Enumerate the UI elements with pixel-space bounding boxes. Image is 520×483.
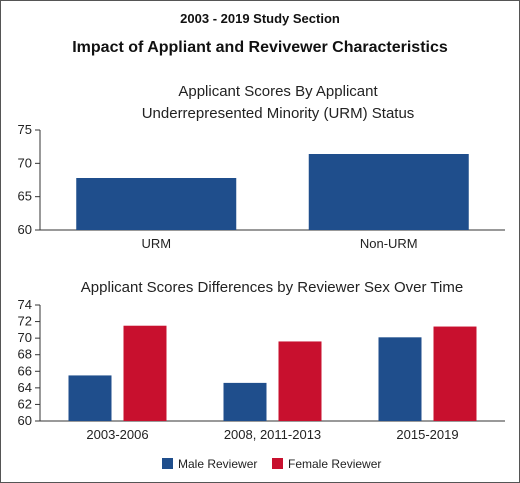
chart1-y-tick-label: 60: [18, 222, 32, 237]
chart2-bar-female: [278, 341, 322, 421]
chart2-bar-female: [433, 326, 477, 421]
legend-female-reviewer-label: Female Reviewer: [288, 457, 381, 471]
chart2-title: Applicant Scores Differences by Reviewer…: [81, 279, 463, 296]
chart2-y-tick-label: 66: [18, 363, 32, 378]
chart2-y-tick-label: 64: [18, 380, 32, 395]
chart2-category-label: 2015-2019: [396, 427, 458, 442]
chart1-bar-non-urm: [308, 154, 469, 230]
chart1-bar-urm: [76, 178, 237, 230]
figure-supertitle: 2003 - 2019 Study Section: [180, 11, 340, 26]
chart2-category-label: 2003-2006: [86, 427, 148, 442]
chart1-category-label: URM: [141, 236, 171, 251]
legend-male-reviewer-label: Male Reviewer: [178, 457, 257, 471]
chart2-legend: Male Reviewer Female Reviewer: [162, 457, 381, 471]
chart2-bar-male: [378, 337, 422, 421]
chart1-title-line-2: Underrepresented Minority (URM) Status: [142, 105, 415, 122]
legend-female-reviewer-swatch: [272, 458, 283, 469]
chart2-y-tick-label: 72: [18, 314, 32, 329]
chart1-title-line-1: Applicant Scores By Applicant: [178, 83, 378, 100]
chart2-category-label: 2008, 2011-2013: [224, 427, 321, 442]
figure-title: Impact of Appliant and Revivewer Charact…: [72, 39, 448, 56]
chart2-y-tick-label: 60: [18, 413, 32, 428]
chart1-y-tick-label: 70: [18, 155, 32, 170]
chart2-bar-female: [123, 325, 167, 421]
chart1-y-tick-label: 65: [18, 189, 32, 204]
chart2-bar-male: [223, 382, 267, 421]
chart2-y-tick-label: 70: [18, 330, 32, 345]
chart2-bar-male: [68, 375, 112, 421]
chart1-y-tick-label: 75: [18, 122, 32, 137]
chart2-y-tick-label: 68: [18, 347, 32, 362]
chart2-y-tick-label: 74: [18, 297, 32, 312]
chart1-plot: 60 65 70 75 URM Non-URM: [18, 122, 505, 251]
chart2-y-tick-label: 62: [18, 396, 32, 411]
chart1-category-label: Non-URM: [360, 236, 418, 251]
legend-male-reviewer-swatch: [162, 458, 173, 469]
